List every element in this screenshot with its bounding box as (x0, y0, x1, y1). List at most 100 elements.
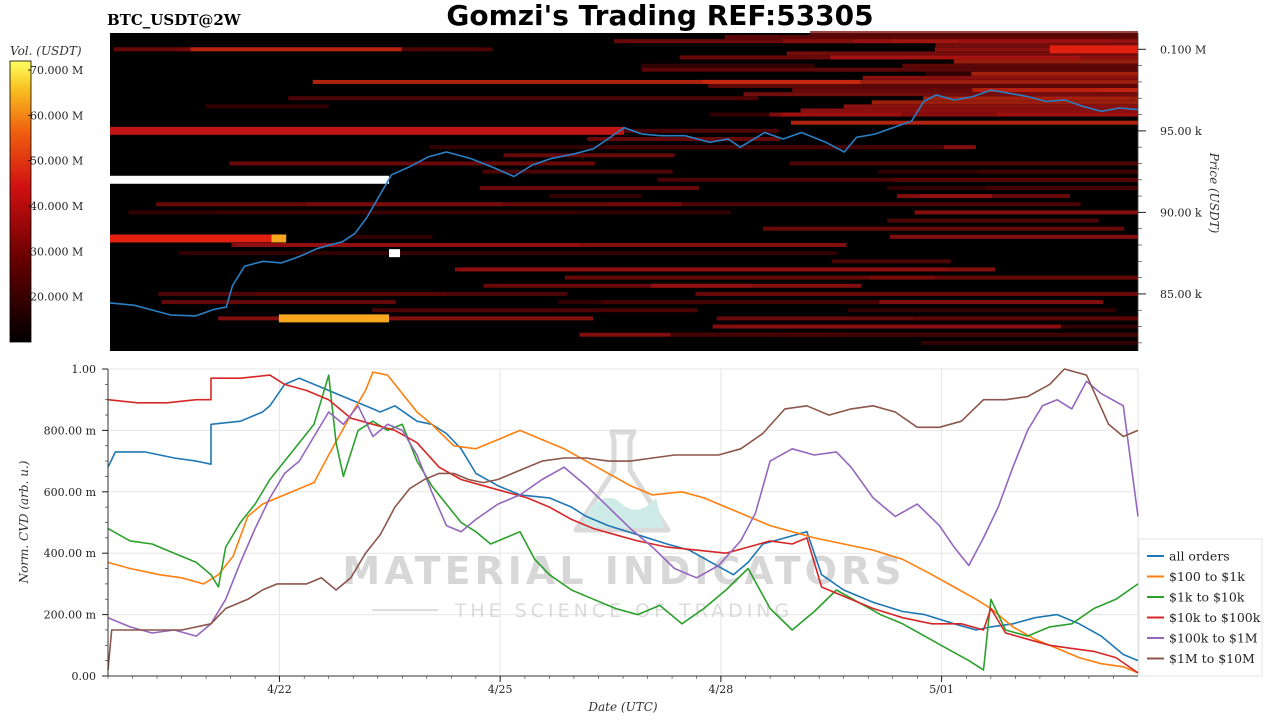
liquidity-wall (278, 314, 390, 323)
price-axis-label: Price (USDT) (1207, 152, 1221, 234)
cvd-series-line (107, 377, 1139, 662)
liquidity-band (792, 88, 1099, 93)
liquidity-band (231, 243, 847, 247)
liquidity-band (558, 300, 880, 305)
price-tick-label: 95.00 k (1160, 125, 1202, 138)
price-axis: 0.100 M 95.00 k 90.00 k 85.00 k (1137, 33, 1206, 351)
price-tick-label: 0.100 M (1160, 43, 1206, 56)
cvd-x-tick-label: 4/28 (708, 683, 733, 696)
liquidity-band (312, 79, 861, 84)
liquidity-band (724, 35, 1138, 40)
liquidity-band (708, 84, 1138, 88)
liquidity-band (921, 340, 1138, 345)
liquidity-band (862, 75, 1138, 80)
legend-label: $100k to $1M (1169, 631, 1258, 646)
cvd-x-tick-label: 4/25 (488, 683, 513, 696)
liquidity-band (352, 234, 433, 239)
cvd-series-line (107, 368, 1139, 670)
price-line (109, 89, 1139, 317)
liquidity-band (847, 308, 1117, 313)
watermark-subtitle: THE SCIENCE OF TRADING (454, 600, 794, 622)
liquidity-band (914, 210, 1138, 215)
liquidity-band (161, 300, 396, 305)
cvd-y-tick-label: 200.00 m (44, 609, 97, 622)
cvd-series-line (107, 374, 1139, 674)
cvd-lines (107, 368, 1139, 674)
liquidity-band (670, 332, 1138, 337)
cvd-y-axis-label: Norm. CVD (arb. u.) (17, 460, 31, 584)
cvd-y-tick-label: 0.00 (72, 670, 97, 683)
liquidity-band (695, 291, 1138, 296)
colorbar-ticks: 70.000 M 60.000 M 50.000 M 40.000 M 30.000 M… (28, 64, 83, 304)
cvd-series-line (107, 374, 1139, 671)
liquidity-band (548, 194, 642, 199)
colorbar-tick-label: 50.000 M (30, 155, 83, 168)
heatmap-panel (109, 31, 1139, 351)
liquidity-band (657, 177, 1138, 182)
liquidity-band (843, 104, 1138, 109)
liquidity-band (890, 234, 1138, 239)
legend-label: $10k to $100k (1169, 610, 1261, 625)
liquidity-band (878, 169, 1138, 174)
legend-label: $100 to $1k (1169, 569, 1245, 584)
legend-label: $1k to $10k (1169, 590, 1245, 605)
liquidity-band (972, 88, 1138, 93)
liquidity-band (896, 194, 993, 199)
liquidity-wall (271, 234, 287, 243)
pair-label: BTC_USDT@2W (107, 11, 242, 29)
liquidity-band (229, 161, 595, 166)
liquidity-band (786, 51, 1138, 56)
liquidity-band (743, 92, 1138, 97)
liquidity-band (156, 202, 682, 207)
liquidity-band (503, 153, 675, 158)
liquidity-band (372, 308, 698, 313)
cvd-x-tick-label: 4/22 (267, 683, 292, 696)
colorbar-tick-label: 30.000 M (30, 245, 83, 258)
legend-box (1138, 538, 1263, 677)
liquidity-band (641, 67, 1138, 72)
cvd-x-tick-label: 5/01 (929, 683, 954, 696)
flask-icon (573, 429, 671, 533)
liquidity-band (919, 194, 1071, 199)
price-tick-label: 90.00 k (1160, 206, 1202, 219)
liquidity-band (640, 63, 815, 68)
liquidity-band (564, 275, 935, 280)
cvd-series-line (107, 380, 1139, 637)
liquidity-band (853, 39, 1138, 44)
cvd-axes: 1.00 800.00 m 600.00 m 400.00 m 200.00 m 0.00… (44, 363, 1138, 696)
liquidity-band (800, 108, 1138, 113)
liquidity-band (614, 39, 893, 44)
cvd-y-tick-label: 600.00 m (44, 486, 97, 499)
cvd-panel: MATERIAL INDICATORS THE SCIENCE OF TRADI… (107, 368, 1139, 677)
liquidity-wall (1049, 45, 1138, 54)
liquidity-band (288, 96, 759, 101)
liquidity-band (871, 100, 1138, 105)
flask-liquid (580, 497, 664, 528)
legend-label: $1M to $10M (1169, 651, 1255, 666)
liquidity-wall (110, 234, 279, 243)
liquidity-band (870, 275, 1138, 280)
liquidity-band (831, 259, 951, 264)
liquidity-band (482, 169, 673, 174)
liquidity-band (902, 63, 1138, 68)
liquidity-band (913, 316, 1138, 321)
chart-title: Gomzi's Trading REF:53305 (446, 0, 873, 32)
order-walls (110, 45, 1138, 323)
liquidity-band (113, 47, 191, 52)
liquidity-band (922, 96, 1138, 101)
watermark-title: MATERIAL INDICATORS (342, 549, 905, 593)
watermark (372, 429, 671, 611)
colorbar-tick-label: 40.000 M (30, 200, 83, 213)
liquidity-band (763, 226, 1124, 231)
price-tick-label: 85.00 k (1160, 288, 1202, 301)
liquidity-band (651, 283, 862, 288)
liquidity-band (887, 185, 1138, 190)
liquidity-band (934, 47, 1138, 52)
liquidity-band (587, 137, 780, 141)
liquidity-band (712, 324, 1061, 329)
colorbar (9, 60, 32, 343)
liquidity-band (479, 185, 699, 190)
liquidity-band (953, 59, 1138, 64)
legend-label: all orders (1169, 549, 1230, 564)
